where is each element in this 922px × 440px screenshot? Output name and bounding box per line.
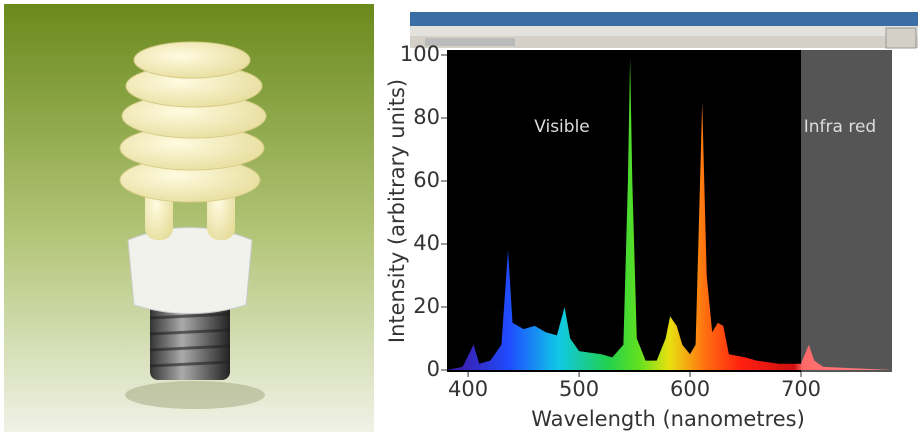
x-tick-label: 500	[559, 377, 599, 401]
y-tick-label: 100	[400, 42, 440, 66]
y-axis-title: Intensity (arbitrary units)	[385, 79, 409, 343]
y-tick-label: 80	[413, 105, 440, 129]
x-tick-label: 700	[781, 377, 821, 401]
bulb-photo	[4, 4, 374, 432]
y-tick-label: 60	[413, 168, 440, 192]
x-tick-label: 600	[670, 377, 710, 401]
window-chrome	[410, 12, 918, 48]
x-tick-label: 400	[448, 377, 488, 401]
y-tick-label: 40	[413, 231, 440, 255]
y-tick-label: 0	[427, 357, 440, 381]
plot-area	[447, 50, 892, 372]
x-axis-title: Wavelength (nanometres)	[531, 407, 805, 431]
shaded-region	[801, 50, 892, 372]
annotation: Infra red	[804, 117, 876, 137]
page: Visible Infra red Wavelength (nanometres…	[0, 0, 922, 436]
annotation: Visible	[534, 117, 590, 137]
y-tick-label: 20	[413, 294, 440, 318]
